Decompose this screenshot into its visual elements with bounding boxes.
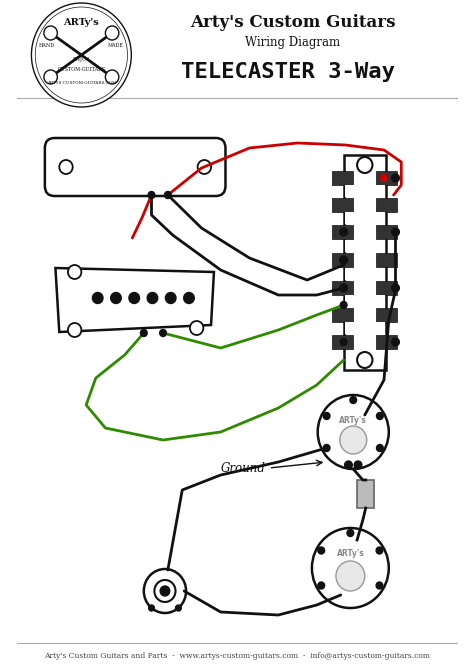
Circle shape xyxy=(31,3,131,107)
Circle shape xyxy=(376,413,383,419)
Circle shape xyxy=(148,191,155,199)
Circle shape xyxy=(376,547,383,554)
Text: Ground: Ground xyxy=(221,462,265,474)
Circle shape xyxy=(68,323,82,337)
Circle shape xyxy=(340,339,347,345)
Circle shape xyxy=(92,292,103,304)
Text: ARTYS-CUSTOM-GUITARS.COM: ARTYS-CUSTOM-GUITARS.COM xyxy=(47,81,116,85)
Text: HAND: HAND xyxy=(39,43,55,47)
Text: Wiring Diagram: Wiring Diagram xyxy=(245,35,340,48)
Text: Arty's Custom Guitars: Arty's Custom Guitars xyxy=(190,13,395,31)
Circle shape xyxy=(357,157,373,173)
Bar xyxy=(345,295,385,307)
Bar xyxy=(376,171,397,185)
Bar xyxy=(332,198,353,212)
Text: MADE: MADE xyxy=(108,43,124,47)
Text: CUSTOM-GUITARS: CUSTOM-GUITARS xyxy=(57,66,105,72)
Circle shape xyxy=(144,569,186,613)
Circle shape xyxy=(190,321,203,335)
Circle shape xyxy=(184,292,194,304)
Bar xyxy=(345,240,385,252)
Bar xyxy=(376,225,397,239)
Circle shape xyxy=(354,461,362,469)
Bar xyxy=(376,253,397,267)
Bar xyxy=(332,253,353,267)
Circle shape xyxy=(350,397,356,403)
Bar xyxy=(345,322,385,334)
Circle shape xyxy=(392,174,400,182)
Circle shape xyxy=(381,175,387,181)
Bar xyxy=(345,268,385,280)
Circle shape xyxy=(35,7,128,103)
Polygon shape xyxy=(55,268,214,332)
Bar xyxy=(376,281,397,295)
Text: ENJOY: ENJOY xyxy=(73,56,90,62)
FancyBboxPatch shape xyxy=(45,138,226,196)
Circle shape xyxy=(160,586,170,596)
Circle shape xyxy=(340,426,367,454)
Circle shape xyxy=(105,26,119,40)
Circle shape xyxy=(340,228,347,236)
Circle shape xyxy=(129,292,139,304)
Circle shape xyxy=(140,330,147,337)
Circle shape xyxy=(312,528,389,608)
Text: ARTy's: ARTy's xyxy=(64,17,99,27)
Circle shape xyxy=(323,413,330,419)
Bar xyxy=(332,308,353,322)
Circle shape xyxy=(110,292,121,304)
Text: TELECASTER 3-Way: TELECASTER 3-Way xyxy=(181,62,395,82)
Circle shape xyxy=(105,70,119,84)
Circle shape xyxy=(155,580,175,602)
Circle shape xyxy=(68,265,82,279)
Circle shape xyxy=(340,302,347,308)
Bar xyxy=(332,335,353,349)
Circle shape xyxy=(340,284,347,292)
Circle shape xyxy=(336,561,365,591)
Text: ARTy's: ARTy's xyxy=(337,549,364,559)
Bar xyxy=(332,225,353,239)
Circle shape xyxy=(160,330,166,337)
Circle shape xyxy=(392,338,400,346)
Circle shape xyxy=(357,352,373,368)
Circle shape xyxy=(175,605,181,611)
Bar xyxy=(345,185,385,197)
Circle shape xyxy=(198,160,211,174)
Circle shape xyxy=(59,160,73,174)
Bar xyxy=(332,171,353,185)
Circle shape xyxy=(347,529,354,537)
Bar xyxy=(345,212,385,224)
Bar xyxy=(332,281,353,295)
Text: Arty's Custom Guitars and Parts  -  www.artys-custom-guitars.com  -  info@artys-: Arty's Custom Guitars and Parts - www.ar… xyxy=(44,652,430,660)
Circle shape xyxy=(318,582,325,589)
Bar xyxy=(357,480,374,508)
Circle shape xyxy=(323,444,330,452)
Circle shape xyxy=(345,461,352,469)
Circle shape xyxy=(376,582,383,589)
Circle shape xyxy=(164,191,171,199)
Circle shape xyxy=(44,26,57,40)
Circle shape xyxy=(165,292,176,304)
Text: ARTy's: ARTy's xyxy=(339,415,367,425)
Circle shape xyxy=(392,284,400,292)
Bar xyxy=(376,198,397,212)
Circle shape xyxy=(318,395,389,469)
Circle shape xyxy=(392,228,400,236)
Bar xyxy=(376,335,397,349)
Circle shape xyxy=(376,444,383,452)
Bar xyxy=(376,308,397,322)
Bar xyxy=(344,155,386,370)
Circle shape xyxy=(149,605,155,611)
Circle shape xyxy=(44,70,57,84)
Circle shape xyxy=(340,256,347,264)
Circle shape xyxy=(318,547,325,554)
Circle shape xyxy=(147,292,158,304)
